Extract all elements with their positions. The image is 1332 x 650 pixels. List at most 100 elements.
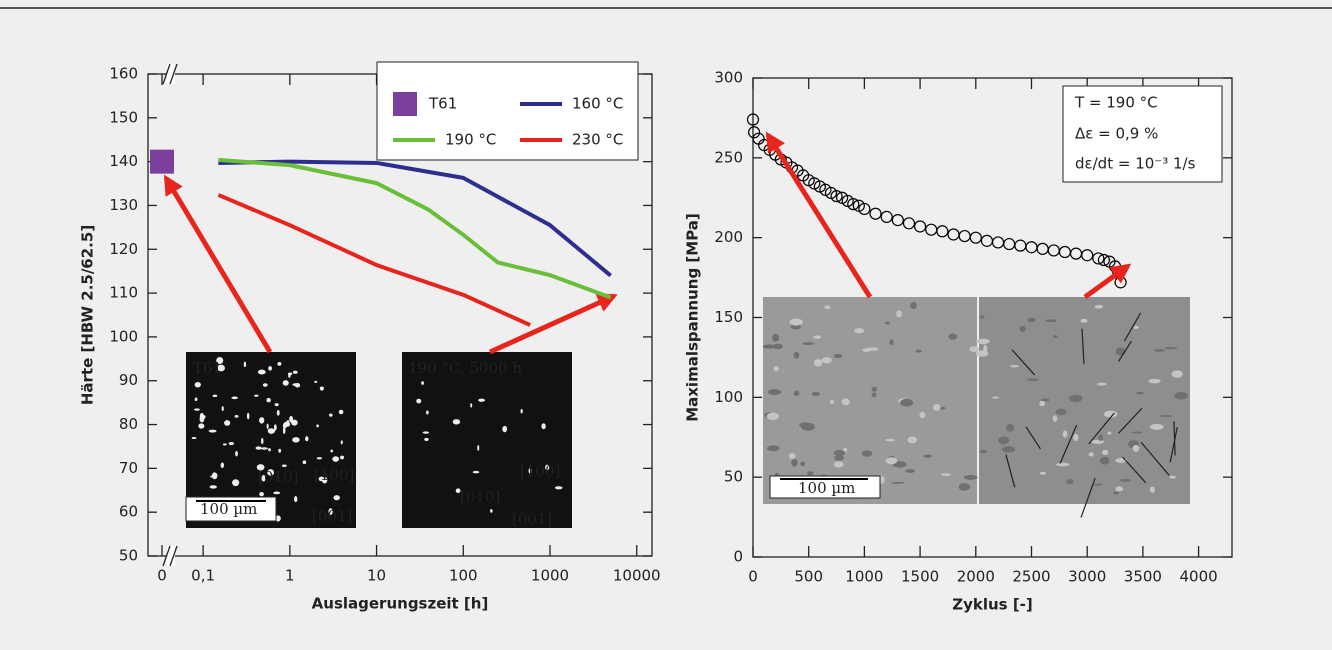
precipitate xyxy=(292,437,300,443)
texture xyxy=(788,453,796,460)
data-point xyxy=(902,217,916,230)
texture xyxy=(1153,349,1166,352)
precipitate xyxy=(294,496,298,503)
series-line xyxy=(218,159,612,278)
legend-swatch xyxy=(393,92,417,116)
texture xyxy=(1094,304,1104,309)
annotation: [010] xyxy=(460,488,500,506)
micrograph-right xyxy=(979,297,1190,504)
y-tick-label: 100 xyxy=(714,388,743,406)
legend-label: 160 °C xyxy=(572,95,623,113)
series-line xyxy=(217,193,531,327)
annotation: 100 µm xyxy=(200,500,257,518)
y-tick-label: 90 xyxy=(119,371,138,389)
texture xyxy=(885,438,895,442)
arrow xyxy=(488,293,618,355)
data-point xyxy=(1058,245,1072,259)
precipitate xyxy=(261,474,266,482)
texture xyxy=(843,447,848,452)
axis-break xyxy=(169,63,178,85)
data-point xyxy=(858,202,871,216)
data-point xyxy=(880,210,893,224)
texture xyxy=(793,351,800,359)
y-axis-label: Härte [HBW 2.5/62.5] xyxy=(79,225,97,405)
precipitate xyxy=(426,410,429,415)
precipitate xyxy=(470,403,473,408)
axis-break-gap xyxy=(167,64,175,84)
precipitate xyxy=(314,380,318,383)
texture xyxy=(1113,491,1120,495)
texture xyxy=(1062,430,1068,438)
texture xyxy=(1098,434,1104,441)
texture xyxy=(1040,398,1050,402)
y-tick-label: 160 xyxy=(109,65,138,83)
x-tick-label: 1000 xyxy=(845,568,883,586)
texture xyxy=(1026,378,1040,381)
precipitate xyxy=(333,495,340,501)
y-tick-label: 300 xyxy=(714,69,743,87)
arrow xyxy=(163,174,273,354)
legend-label: 230 °C xyxy=(572,131,623,149)
crack xyxy=(1122,456,1147,484)
precipitate xyxy=(545,464,550,471)
texture xyxy=(969,346,979,353)
texture xyxy=(1019,325,1026,333)
precipitate xyxy=(319,386,324,391)
texture xyxy=(833,461,844,468)
precipitate xyxy=(260,447,268,450)
texture xyxy=(1150,423,1164,430)
precipitate xyxy=(282,380,289,386)
y-axis-label: Maximalspannung [MPa] xyxy=(684,213,702,422)
y-tick-label: 0 xyxy=(733,548,743,566)
crack xyxy=(1005,454,1016,488)
texture xyxy=(762,344,777,349)
texture xyxy=(767,389,782,396)
annotation: [001] xyxy=(512,510,552,528)
texture xyxy=(841,398,850,406)
precipitate xyxy=(502,425,508,433)
precipitate xyxy=(259,417,265,424)
precipitate xyxy=(209,485,217,489)
texture xyxy=(1080,318,1088,323)
precipitate xyxy=(231,396,238,400)
precipitate xyxy=(472,470,480,474)
precipitate xyxy=(273,491,281,495)
precipitate xyxy=(232,479,240,487)
texture xyxy=(1056,462,1070,467)
precipitate xyxy=(478,398,485,402)
texture xyxy=(1052,415,1058,422)
texture xyxy=(932,403,941,411)
texture xyxy=(1169,475,1176,479)
texture xyxy=(789,318,803,326)
texture xyxy=(1174,391,1189,400)
axis-break xyxy=(169,545,178,567)
data-point xyxy=(1036,242,1049,255)
precipitate xyxy=(222,443,227,446)
texture xyxy=(1005,424,1015,432)
precipitate xyxy=(262,383,268,387)
info-text: T = 190 °C xyxy=(1074,94,1158,112)
precipitate xyxy=(291,419,298,426)
texture xyxy=(854,328,865,334)
precipitate xyxy=(257,369,266,375)
y-tick-label: 130 xyxy=(109,196,138,214)
crack xyxy=(1140,442,1170,476)
texture xyxy=(871,386,878,392)
precipitate xyxy=(289,415,293,423)
texture xyxy=(1133,325,1139,329)
texture xyxy=(975,350,989,357)
texture xyxy=(1136,391,1144,395)
x-tick-label: 1500 xyxy=(901,568,939,586)
precipitate xyxy=(234,415,239,418)
x-axis-label: Zyklus [-] xyxy=(952,596,1033,614)
texture xyxy=(773,366,779,372)
precipitate xyxy=(218,364,222,368)
data-point xyxy=(1092,252,1105,265)
texture xyxy=(1009,365,1019,368)
texture xyxy=(807,471,814,476)
data-point xyxy=(830,190,843,203)
precipitate xyxy=(286,420,290,423)
precipitate xyxy=(267,428,275,434)
texture xyxy=(1171,370,1183,378)
texture xyxy=(998,436,1010,445)
